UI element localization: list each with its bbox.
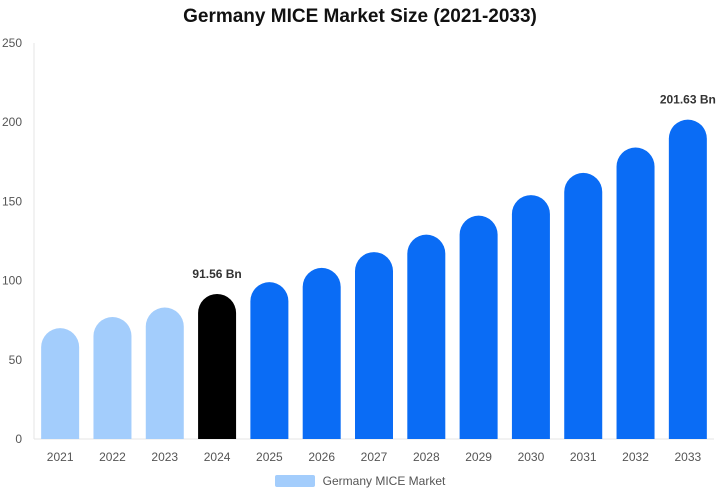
bar-2027 <box>355 252 393 439</box>
x-tick-label: 2033 <box>674 450 701 464</box>
x-tick-label: 2030 <box>518 450 545 464</box>
x-tick-label: 2025 <box>256 450 283 464</box>
x-tick-label: 2023 <box>151 450 178 464</box>
y-tick-label: 0 <box>15 432 22 446</box>
y-tick-label: 100 <box>2 274 22 288</box>
data-label-2033: 201.63 Bn <box>660 93 716 107</box>
data-labels: 91.56 Bn 201.63 Bn <box>192 93 715 281</box>
x-tick-label: 2027 <box>361 450 388 464</box>
bar-2021 <box>41 328 80 439</box>
bar-2022 <box>93 317 132 439</box>
legend-swatch <box>274 475 315 487</box>
bar-2026 <box>302 267 341 439</box>
y-tick-label: 150 <box>2 194 22 208</box>
y-tick-label: 250 <box>2 36 22 50</box>
bars <box>41 119 707 439</box>
x-tick-label: 2032 <box>622 450 649 464</box>
bar-2023 <box>145 307 184 439</box>
bar-chart: 0 50 100 150 200 250 2021 2022 2023 2024 2025 2026… <box>2 36 716 464</box>
legend-label: Germany MICE Market <box>322 474 446 488</box>
x-tick-label: 2031 <box>570 450 597 464</box>
x-tick-label: 2029 <box>465 450 492 464</box>
x-tick-label: 2021 <box>47 450 74 464</box>
y-tick-label: 50 <box>9 353 23 367</box>
bar-2031 <box>564 172 603 439</box>
y-tick-label: 200 <box>2 115 22 129</box>
x-tick-label: 2026 <box>308 450 335 464</box>
legend: Germany MICE Market <box>0 474 720 488</box>
bar-2025 <box>250 282 289 439</box>
chart-title: Germany MICE Market Size (2021-2033) <box>183 6 537 27</box>
x-axis-ticks: 2021 2022 2023 2024 2025 2026 2027 2028 2029 2030… <box>47 450 702 464</box>
bar-2030 <box>511 195 550 439</box>
data-label-2024: 91.56 Bn <box>192 267 241 281</box>
bar-2024 <box>198 293 237 439</box>
bar-2033 <box>668 119 707 439</box>
x-tick-label: 2022 <box>99 450 126 464</box>
bar-2032 <box>616 147 655 439</box>
x-tick-label: 2024 <box>204 450 231 464</box>
bar-2029 <box>459 215 498 439</box>
y-axis-ticks: 0 50 100 150 200 250 <box>2 36 22 446</box>
x-tick-label: 2028 <box>413 450 440 464</box>
bar-2028 <box>407 234 446 439</box>
